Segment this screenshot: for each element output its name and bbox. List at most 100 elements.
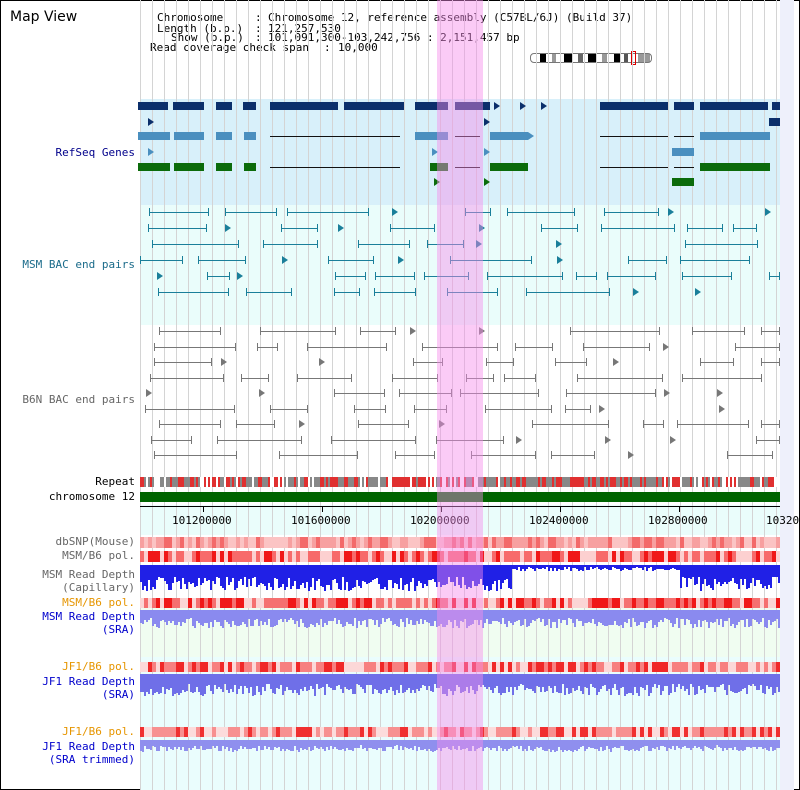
depth-bar bbox=[776, 740, 778, 748]
heat-cell bbox=[552, 598, 556, 608]
depth-bar bbox=[690, 674, 692, 684]
depth-bar bbox=[558, 565, 560, 569]
depth-bar bbox=[198, 674, 200, 692]
depth-bar bbox=[532, 740, 534, 751]
repeat-segment bbox=[646, 477, 648, 487]
depth-bar bbox=[204, 565, 206, 578]
depth-bar bbox=[670, 565, 672, 569]
depth-bar bbox=[774, 740, 776, 750]
heat-cell bbox=[408, 727, 412, 737]
msm-depth-capillary-bars[interactable] bbox=[140, 565, 780, 593]
dbsnp-track[interactable] bbox=[140, 537, 780, 548]
depth-bar bbox=[710, 610, 712, 622]
bac-arrow-icon bbox=[476, 240, 482, 248]
depth-bar bbox=[368, 565, 370, 583]
depth-bar bbox=[452, 674, 454, 695]
depth-bar bbox=[454, 610, 456, 620]
heat-cell bbox=[228, 551, 232, 562]
heat-cell bbox=[408, 598, 412, 608]
bac-end-icon bbox=[685, 240, 686, 248]
gene-block bbox=[772, 102, 780, 110]
repeat-segment bbox=[454, 477, 456, 487]
repeat-segment bbox=[750, 477, 752, 487]
depth-bar bbox=[752, 740, 754, 747]
depth-bar bbox=[514, 740, 516, 747]
msm-b6-pol-bar-2[interactable] bbox=[140, 598, 780, 608]
jf1-depth-sra-bars[interactable] bbox=[140, 674, 780, 708]
depth-bar bbox=[190, 610, 192, 618]
bac-end-icon bbox=[538, 389, 539, 397]
jf1-b6-pol-bar[interactable] bbox=[140, 662, 780, 672]
heat-cell bbox=[144, 727, 148, 737]
heat-cell bbox=[460, 662, 464, 672]
axis-tick-label: 101600000 bbox=[291, 514, 351, 527]
depth-bar bbox=[146, 610, 148, 622]
depth-bar bbox=[144, 674, 146, 696]
bac-pair-line bbox=[604, 212, 658, 213]
repeat-segment bbox=[762, 477, 764, 487]
repeat-segment bbox=[268, 477, 270, 487]
depth-bar bbox=[188, 610, 190, 619]
heat-cell bbox=[524, 551, 528, 562]
heat-cell bbox=[656, 662, 660, 672]
depth-bar bbox=[514, 674, 516, 687]
depth-bar bbox=[216, 674, 218, 689]
heat-cell bbox=[324, 662, 328, 672]
heat-cell bbox=[372, 662, 376, 672]
heat-cell bbox=[524, 598, 528, 608]
depth-bar bbox=[536, 565, 538, 568]
heat-cell bbox=[496, 551, 500, 562]
depth-bar bbox=[178, 740, 180, 747]
depth-bar bbox=[308, 610, 310, 627]
bac-arrow-icon bbox=[410, 327, 416, 335]
depth-bar bbox=[428, 565, 430, 580]
heat-cell bbox=[256, 727, 260, 737]
heat-cell bbox=[208, 598, 212, 608]
depth-bar bbox=[456, 610, 458, 626]
depth-bar bbox=[424, 740, 426, 749]
depth-bar bbox=[684, 740, 686, 746]
depth-bar bbox=[744, 674, 746, 688]
bac-pair-line bbox=[334, 393, 384, 394]
bac-pair-line bbox=[307, 346, 386, 348]
depth-bar bbox=[296, 565, 298, 589]
depth-bar bbox=[156, 674, 158, 692]
repeat-segment bbox=[474, 477, 476, 487]
jf1-b6-pol-bar-2[interactable] bbox=[140, 727, 780, 737]
msm-depth-sra-bars[interactable] bbox=[140, 610, 780, 634]
depth-bar bbox=[756, 740, 758, 749]
heat-cell bbox=[144, 598, 148, 608]
heat-cell bbox=[512, 537, 516, 548]
depth-bar bbox=[770, 674, 772, 687]
msm-b6-pol-bar[interactable] bbox=[140, 551, 780, 562]
repeat-segment bbox=[654, 477, 656, 487]
bac-end-icon bbox=[643, 420, 644, 428]
heat-cell bbox=[416, 551, 420, 562]
bac-arrow-icon bbox=[157, 272, 163, 280]
bac-pair-line bbox=[486, 362, 513, 363]
bac-arrow-icon bbox=[319, 358, 325, 366]
heat-cell bbox=[676, 551, 680, 562]
heat-cell bbox=[348, 662, 352, 672]
depth-bar bbox=[618, 610, 620, 626]
heat-cell bbox=[184, 551, 188, 562]
depth-bar bbox=[740, 740, 742, 750]
repeat-segment bbox=[742, 477, 744, 487]
jf1-depth-trim-bars[interactable] bbox=[140, 740, 780, 756]
msm-depth-cap-sub: (Capillary) bbox=[62, 581, 135, 594]
depth-bar bbox=[516, 610, 518, 621]
bac-pair-line bbox=[692, 331, 744, 332]
depth-bar bbox=[612, 674, 614, 688]
depth-bar bbox=[726, 565, 728, 584]
heat-cell bbox=[432, 727, 436, 737]
chromosome-ideogram[interactable] bbox=[530, 51, 652, 65]
depth-bar bbox=[208, 565, 210, 580]
heat-cell bbox=[708, 537, 712, 548]
heat-cell bbox=[200, 662, 204, 672]
bac-end-icon bbox=[608, 420, 609, 428]
bac-pair-line bbox=[450, 260, 531, 261]
depth-bar bbox=[388, 740, 390, 747]
bac-end-icon bbox=[148, 224, 149, 232]
depth-bar bbox=[506, 610, 508, 627]
heat-cell bbox=[332, 551, 336, 562]
